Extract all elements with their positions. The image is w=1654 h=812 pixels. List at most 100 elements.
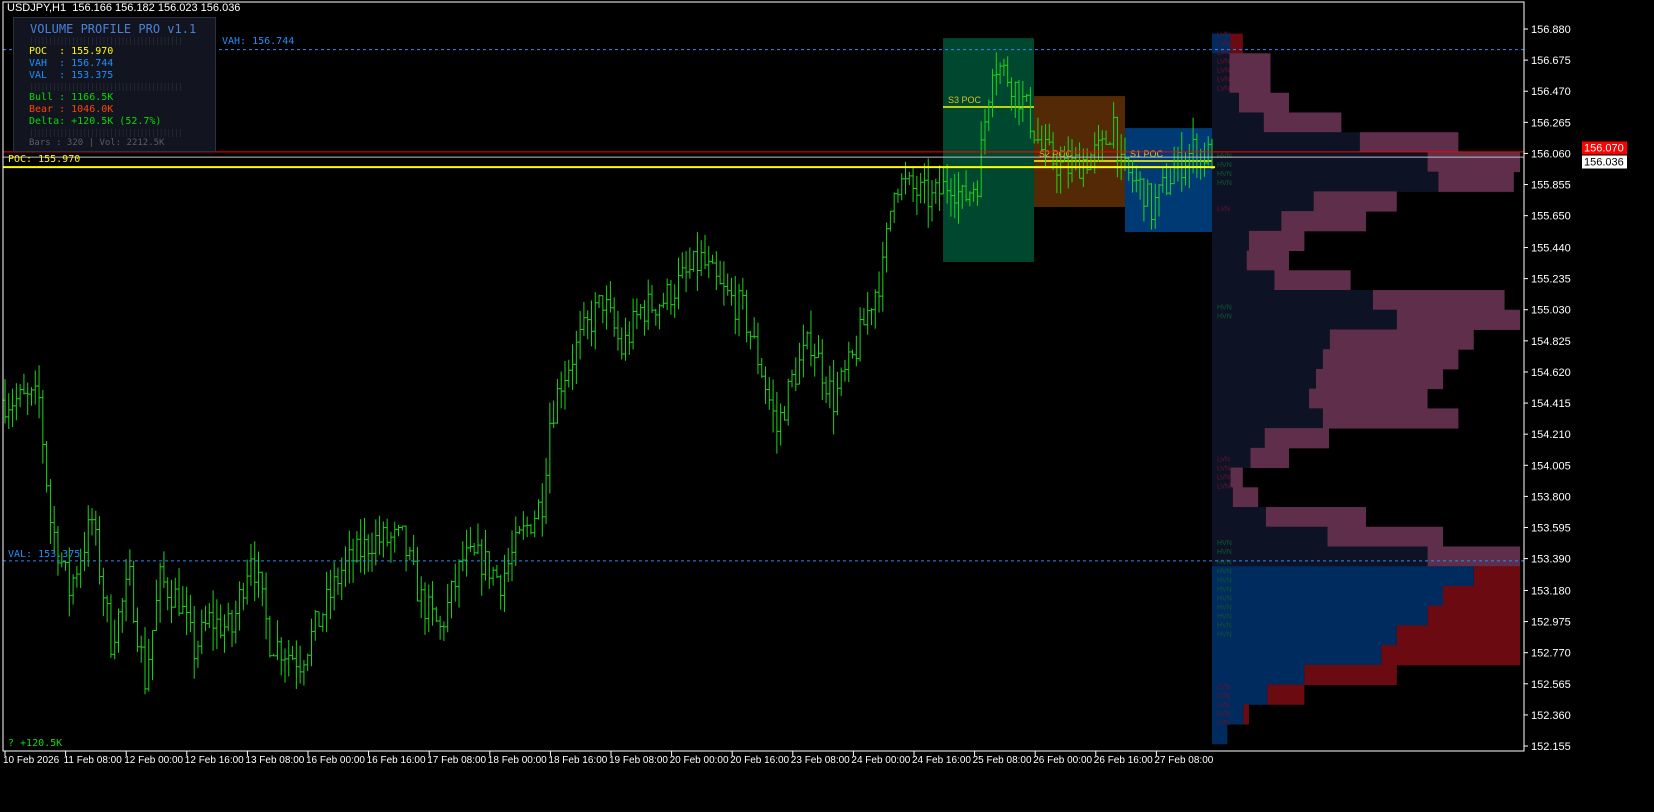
hvn-label: HVN xyxy=(1217,632,1232,639)
price-bar xyxy=(1096,124,1101,162)
price-bar xyxy=(926,158,931,228)
chart-frame xyxy=(2,1,1525,752)
price-bar xyxy=(112,619,117,660)
price-axis-label: 155.235 xyxy=(1531,274,1571,286)
price-bar xyxy=(911,166,916,202)
price-bar xyxy=(1070,139,1075,183)
lvn-label: LVN xyxy=(1217,206,1230,213)
price-bar xyxy=(188,595,193,633)
panel-bull: Bull : 1166.5K xyxy=(29,92,114,103)
lvn-label: LVN xyxy=(1217,77,1230,84)
price-bar xyxy=(71,574,76,605)
profile-bull-bar xyxy=(1212,73,1230,94)
price-bar xyxy=(551,400,556,428)
price-bar xyxy=(290,645,295,661)
price-bar xyxy=(1126,156,1131,181)
lvn-label: LVN xyxy=(1217,702,1230,709)
price-bar xyxy=(362,517,367,575)
price-axis-label: 156.675 xyxy=(1531,55,1571,67)
price-bar xyxy=(335,567,340,595)
price-bar xyxy=(948,178,953,217)
price-bar xyxy=(729,277,734,306)
price-bar xyxy=(48,479,53,544)
price-bar xyxy=(1138,171,1143,200)
price-bar xyxy=(1013,81,1018,118)
profile-bear-bar xyxy=(1274,270,1351,291)
profile-bull-bar xyxy=(1212,467,1231,488)
price-bar xyxy=(842,359,847,382)
hvn-label: HVN xyxy=(1217,623,1232,630)
price-bar xyxy=(513,516,518,567)
price-bar xyxy=(702,234,707,270)
hvn-label: HVN xyxy=(1217,162,1232,169)
profile-bear-bar xyxy=(1427,151,1520,173)
time-axis-label: 26 Feb 00:00 xyxy=(1033,755,1092,766)
price-bar xyxy=(131,560,136,624)
price-bar xyxy=(642,300,647,336)
price-axis-label: 154.825 xyxy=(1531,336,1571,348)
price-bar xyxy=(990,68,995,118)
hvn-label: HVN xyxy=(1217,549,1232,556)
price-bar xyxy=(1077,142,1082,179)
price-bar xyxy=(445,584,450,633)
profile-bear-bar xyxy=(1229,73,1271,94)
time-axis-label: 25 Feb 08:00 xyxy=(973,755,1032,766)
profile-bull-bar xyxy=(1212,171,1439,192)
price-bar xyxy=(687,247,692,279)
price-bar xyxy=(1017,79,1022,126)
price-bar xyxy=(676,257,681,310)
price-bar xyxy=(21,373,26,395)
profile-bull-bar xyxy=(1212,724,1228,745)
separator: |||||||||||||||||||||||||||||||||||||||| xyxy=(29,83,182,91)
price-bar xyxy=(354,531,359,563)
price-bar xyxy=(1168,168,1173,195)
panel-footer: Bars : 320 | Vol: 2212.5K xyxy=(29,138,165,148)
price-axis-label: 155.855 xyxy=(1531,180,1571,192)
price-bar xyxy=(790,369,795,388)
price-bar xyxy=(3,379,7,424)
price-bar xyxy=(241,582,246,611)
time-axis-label: 26 Feb 16:00 xyxy=(1094,755,1153,766)
price-bar xyxy=(67,547,72,617)
panel-title: VOLUME PROFILE PRO v1.1 xyxy=(30,22,197,36)
profile-bear-bar xyxy=(1396,309,1520,330)
profile-bear-bar xyxy=(1396,625,1520,646)
price-bar xyxy=(146,639,151,692)
price-bar xyxy=(419,576,424,619)
price-bar xyxy=(10,388,15,428)
price-bar xyxy=(1104,130,1109,145)
price-bar xyxy=(877,271,882,313)
price-bar xyxy=(127,549,132,586)
profile-bear-bar xyxy=(1381,645,1520,666)
price-bar xyxy=(827,365,832,409)
price-bar xyxy=(180,586,185,615)
price-bar xyxy=(699,240,704,276)
price-bar xyxy=(173,577,178,608)
price-bar xyxy=(846,341,851,383)
price-bar xyxy=(502,554,507,612)
price-bar xyxy=(267,615,272,658)
price-bar xyxy=(506,547,511,583)
price-axis-label: 152.565 xyxy=(1531,679,1571,691)
price-bar xyxy=(691,250,696,272)
profile-bear-bar xyxy=(1309,388,1428,409)
price-bar xyxy=(510,530,515,582)
price-bar xyxy=(479,539,484,596)
price-bar xyxy=(706,246,711,279)
price-bar xyxy=(1107,141,1112,145)
lvn-label: LVN xyxy=(1217,483,1230,490)
price-bar xyxy=(97,516,102,585)
price-bar xyxy=(941,167,946,195)
price-bar xyxy=(286,640,291,677)
profile-bear-bar xyxy=(1329,329,1474,350)
price-bar xyxy=(358,519,363,573)
price-axis-label: 156.880 xyxy=(1531,24,1571,36)
delta-label: ? +120.5K xyxy=(8,738,63,749)
price-bar xyxy=(555,378,560,424)
price-bar xyxy=(869,308,874,326)
price-bar xyxy=(120,597,125,633)
hvn-label: HVN xyxy=(1217,614,1232,621)
price-bar xyxy=(483,530,488,581)
price-bar xyxy=(1001,58,1006,76)
